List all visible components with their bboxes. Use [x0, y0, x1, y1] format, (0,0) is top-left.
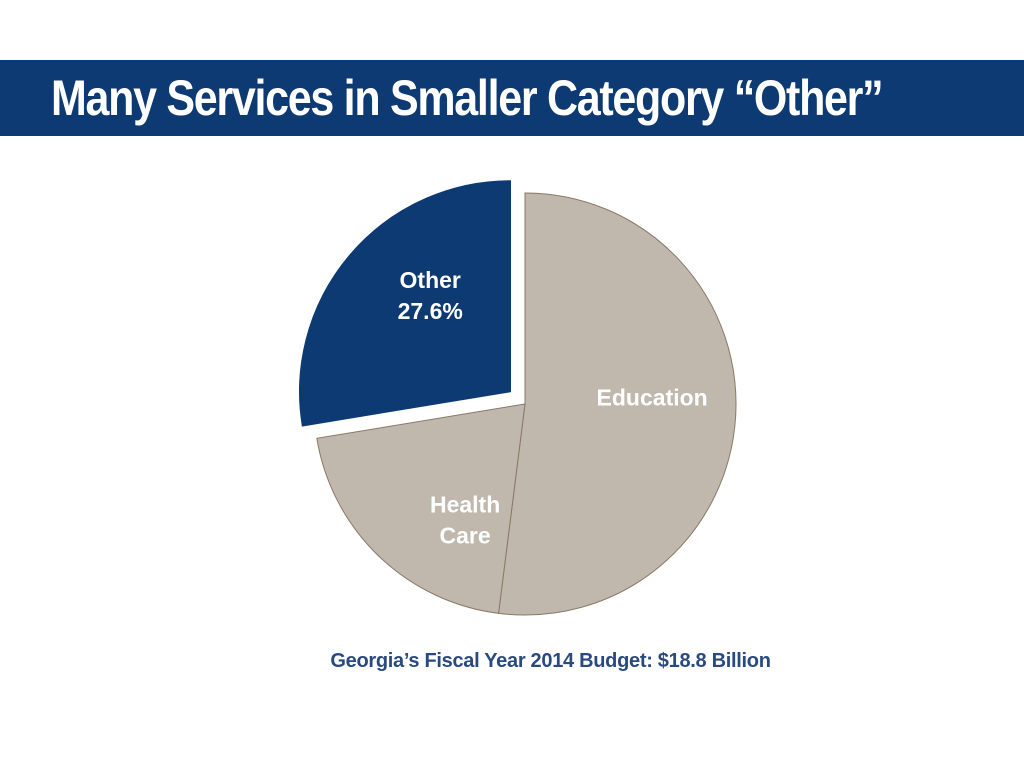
pie-slice-education	[497, 192, 737, 616]
pie-slice-other	[299, 180, 512, 427]
pie-label-line: Education	[597, 385, 708, 411]
pie-label-education: Education	[597, 385, 708, 411]
slide-title: Many Services in Smaller Category “Other…	[51, 70, 884, 126]
pie-label-line: 27.6%	[398, 298, 463, 324]
pie-label-health-care: Health Care	[430, 492, 500, 549]
pie-label-line: Health	[430, 492, 500, 518]
pie-slice-health-care	[316, 403, 526, 614]
chart-caption: Georgia’s Fiscal Year 2014 Budget: $18.8…	[330, 650, 771, 672]
pie-label-other: Other 27.6%	[398, 267, 463, 324]
pie-label-line: Other	[400, 267, 461, 293]
title-bar: Many Services in Smaller Category “Other…	[0, 60, 1024, 136]
pie-label-line: Care	[440, 523, 491, 549]
